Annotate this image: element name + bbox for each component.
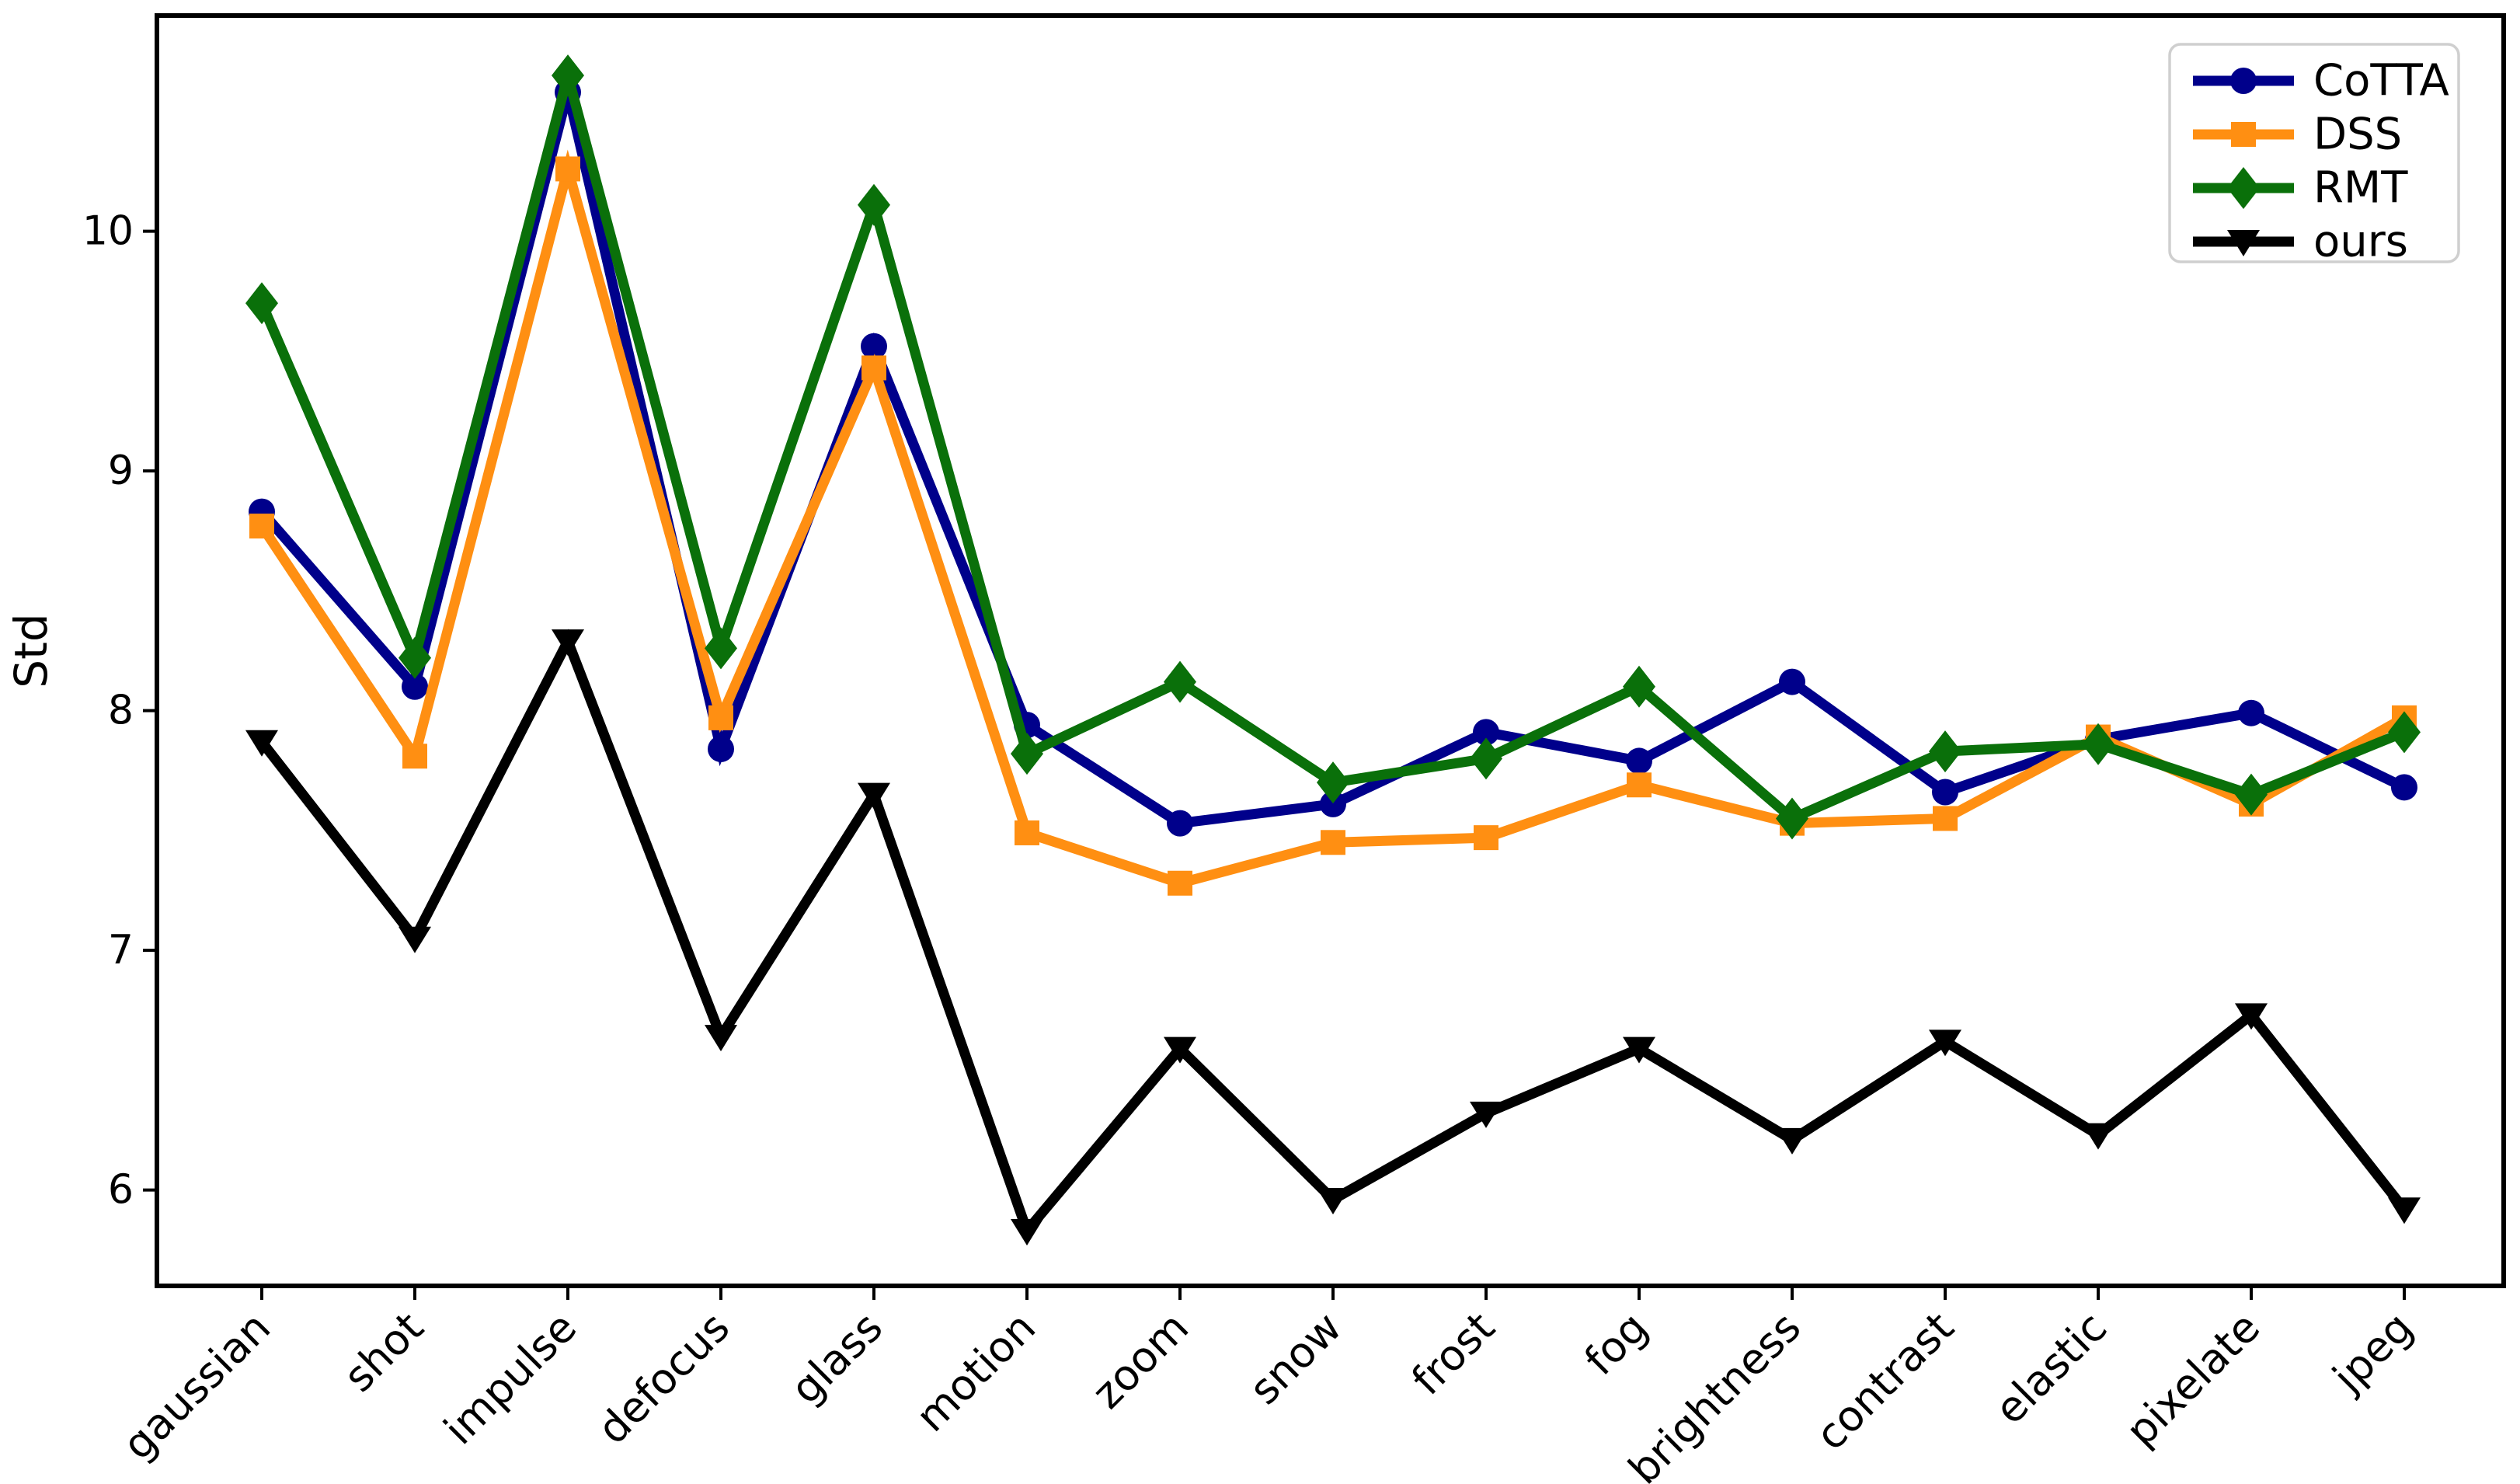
- legend-label: DSS: [2313, 110, 2402, 160]
- series-ours: [245, 629, 2421, 1246]
- data-point-marker-dss: [1321, 830, 1345, 855]
- data-point-marker-cotta: [1167, 810, 1193, 837]
- data-point-marker-dss: [708, 705, 733, 730]
- legend-entry-rmt: RMT: [2193, 163, 2408, 214]
- x-tick-label: gaussian: [113, 1303, 280, 1469]
- y-tick-label: 7: [108, 927, 134, 974]
- x-tick-label: motion: [907, 1303, 1045, 1441]
- data-point-marker-rmt: [1776, 797, 1808, 840]
- x-tick-label: zoom: [1083, 1303, 1199, 1419]
- data-point-marker-rmt: [1623, 665, 1655, 708]
- data-point-marker-ours: [2388, 1197, 2421, 1224]
- data-point-marker-dss: [1015, 820, 1039, 845]
- x-tick-label: shot: [334, 1303, 433, 1402]
- data-point-marker-rmt: [1164, 660, 1196, 703]
- x-tick-label: glass: [781, 1303, 893, 1414]
- data-point-marker-ours: [399, 926, 431, 953]
- data-point-marker-cotta: [1932, 779, 1958, 806]
- series-line-rmt: [257, 55, 2407, 825]
- y-tick-label: 6: [108, 1167, 134, 1214]
- data-point-marker-cotta: [861, 333, 887, 360]
- series-line-cotta: [258, 91, 2407, 829]
- legend-entry-ours: ours: [2193, 217, 2408, 267]
- series-line-ours: [257, 629, 2409, 1241]
- data-point-marker-ours: [1164, 1036, 1196, 1064]
- legend-label: ours: [2313, 217, 2408, 267]
- plot-border: [155, 13, 2506, 1288]
- data-point-marker-dss: [1627, 772, 1652, 798]
- data-point-marker-cotta: [1626, 747, 1652, 775]
- data-point-marker-ours: [1623, 1036, 1655, 1064]
- legend-label: CoTTA: [2313, 56, 2449, 106]
- data-point-marker-dss: [402, 744, 427, 769]
- data-point-marker-ours: [1929, 1029, 1961, 1057]
- legend-marker-square-icon: [2231, 122, 2256, 147]
- data-point-marker-rmt: [2388, 711, 2421, 754]
- data-point-marker-rmt: [705, 627, 737, 670]
- data-point-marker-ours: [858, 782, 890, 810]
- data-point-marker-ours: [1011, 1219, 1043, 1246]
- legend-marker-diamond-icon: [2227, 167, 2260, 209]
- x-tick-label: jpeg: [2323, 1303, 2422, 1402]
- y-tick-label: 10: [82, 208, 134, 255]
- data-point-marker-rmt: [858, 183, 890, 226]
- data-point-marker-dss: [1168, 870, 1192, 896]
- data-point-marker-rmt: [2235, 773, 2268, 816]
- data-point-marker-ours: [1317, 1187, 1349, 1214]
- data-point-marker-cotta: [1320, 790, 1346, 817]
- legend-entry-cotta: CoTTA: [2193, 56, 2449, 106]
- legend-entry-dss: DSS: [2193, 110, 2402, 160]
- data-point-marker-cotta: [708, 735, 734, 762]
- data-point-marker-rmt: [2082, 723, 2115, 765]
- data-point-marker-ours: [2082, 1123, 2115, 1150]
- data-point-marker-rmt: [1470, 737, 1502, 780]
- data-point-marker-ours: [2235, 1003, 2268, 1030]
- data-point-marker-rmt: [399, 636, 431, 679]
- series-rmt: [245, 54, 2421, 840]
- data-point-marker-rmt: [1317, 761, 1349, 804]
- data-point-marker-rmt: [1011, 733, 1043, 775]
- data-point-marker-rmt: [552, 54, 584, 97]
- data-point-marker-cotta: [402, 673, 428, 700]
- legend-label: RMT: [2313, 163, 2408, 214]
- x-tick-label: snow: [1240, 1303, 1351, 1414]
- data-point-marker-dss: [249, 514, 274, 539]
- x-tick-label: defocus: [588, 1303, 739, 1454]
- legend-marker-circle-icon: [2230, 68, 2257, 94]
- x-tick-label: pixelate: [2116, 1303, 2269, 1456]
- data-point-marker-cotta: [1473, 719, 1499, 746]
- data-point-marker-dss: [1474, 825, 1498, 851]
- x-tick-label: impulse: [434, 1303, 586, 1454]
- data-point-marker-dss: [555, 156, 580, 182]
- x-tick-label: elastic: [1986, 1303, 2117, 1434]
- data-point-marker-dss: [861, 355, 886, 381]
- data-point-marker-cotta: [2391, 774, 2417, 801]
- y-tick-label: 9: [108, 448, 134, 494]
- x-tick-label: fog: [1575, 1303, 1658, 1385]
- data-point-marker-rmt: [1929, 730, 1961, 773]
- y-tick-label: 8: [108, 688, 134, 734]
- data-point-marker-rmt: [245, 282, 278, 325]
- y-axis-label: Std: [5, 613, 57, 688]
- data-point-marker-ours: [1776, 1127, 1808, 1155]
- data-point-marker-ours: [552, 629, 584, 657]
- data-point-marker-cotta: [2238, 699, 2264, 726]
- legend-marker-triangle-down-icon: [2227, 230, 2260, 256]
- x-tick-label: contrast: [1806, 1303, 1963, 1460]
- data-point-marker-ours: [705, 1025, 737, 1052]
- data-point-marker-ours: [245, 730, 278, 757]
- legend-box: [2168, 43, 2460, 263]
- data-point-marker-ours: [1470, 1101, 1502, 1128]
- x-tick-label: frost: [1402, 1303, 1504, 1405]
- data-point-marker-dss: [1933, 806, 1958, 831]
- data-point-marker-cotta: [1779, 668, 1805, 695]
